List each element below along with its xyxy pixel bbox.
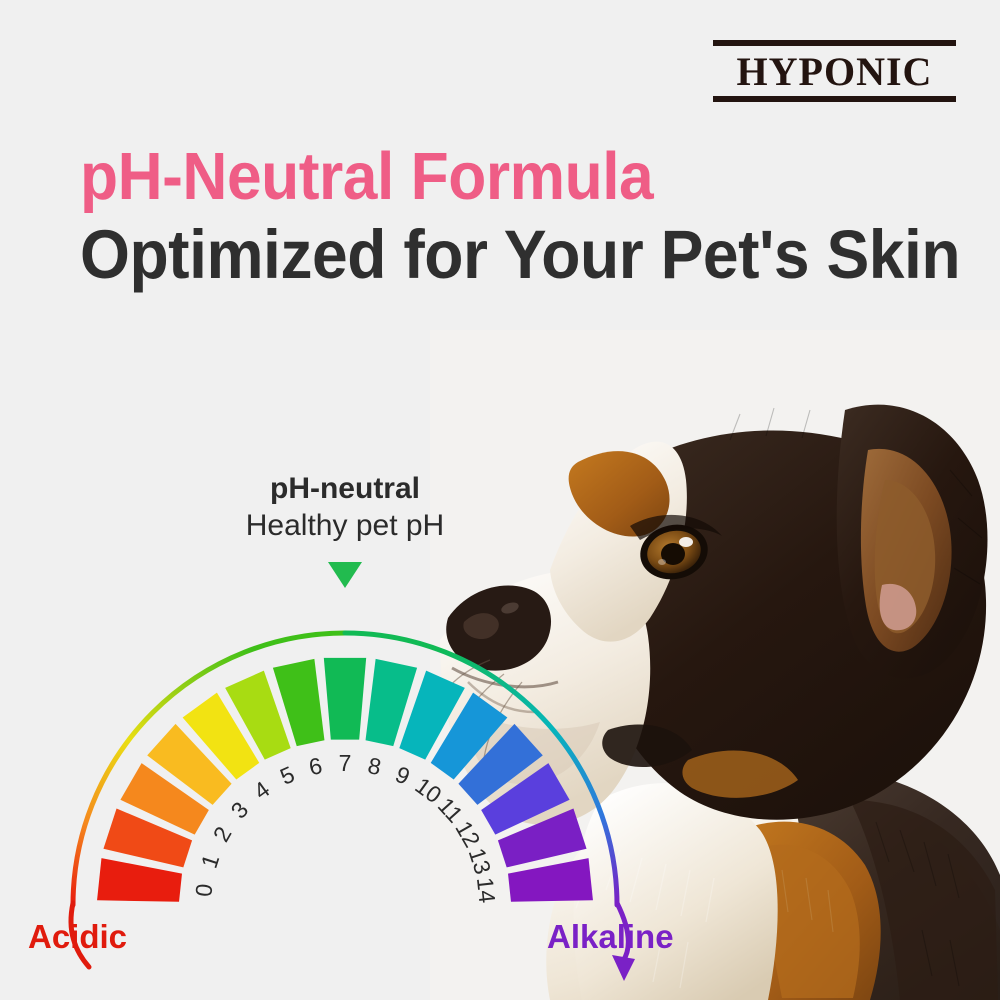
gauge-segment-ph-6 <box>272 658 325 747</box>
tick-label-ph-0: 0 <box>190 882 217 897</box>
tick-label-ph-1: 1 <box>196 851 225 871</box>
gauge-segment-ph-10 <box>430 692 508 780</box>
neutral-marker-triangle-icon <box>328 562 362 588</box>
tick-label-ph-12: 12 <box>450 816 485 851</box>
gauge-segment-ph-9 <box>399 670 465 760</box>
gauge-segment-ph-3 <box>147 723 232 805</box>
logo-rule-bottom <box>713 96 956 102</box>
headline-line-1: pH-Neutral Formula <box>80 139 654 214</box>
gauge-segment-ph-11 <box>458 723 543 805</box>
alkaline-label: Alkaline <box>547 918 674 955</box>
tick-label-ph-7: 7 <box>339 750 352 776</box>
gauge-outer-arcs <box>68 630 635 981</box>
gauge-segment-ph-2 <box>120 763 209 835</box>
ph-scale-gauge: 0 1 2 3 4 5 6 7 8 9 10 11 12 13 14 <box>0 520 720 981</box>
tick-label-ph-8: 8 <box>366 752 384 780</box>
callout-subtitle: Healthy pet pH <box>245 509 445 542</box>
logo-rule-top <box>713 40 956 46</box>
tick-label-ph-4: 4 <box>249 776 275 805</box>
brand-wordmark: HYPONIC <box>736 49 933 94</box>
gauge-segment-ph-7 <box>323 657 367 740</box>
gauge-segment-ph-0 <box>97 858 182 902</box>
headline-line-2: Optimized for Your Pet's Skin <box>80 216 961 293</box>
acidic-label: Acidic <box>28 918 128 955</box>
gauge-segment-ph-8 <box>365 658 418 747</box>
callout-title: pH-neutral <box>270 472 420 505</box>
tick-label-ph-13: 13 <box>464 845 497 877</box>
gauge-segment-ph-1 <box>103 808 193 868</box>
tick-label-ph-14: 14 <box>472 876 501 904</box>
gauge-segment-ph-14 <box>508 858 593 902</box>
ph-neutral-callout: pH-neutral Healthy pet pH <box>200 470 490 544</box>
tick-label-ph-9: 9 <box>392 761 414 790</box>
gauge-arc-alkaline <box>342 630 620 908</box>
gauge-segment-ph-12 <box>481 763 570 835</box>
brand-logo: HYPONIC <box>713 40 956 102</box>
gauge-segments <box>97 657 593 902</box>
tick-label-ph-2: 2 <box>208 822 237 846</box>
headline: pH-Neutral Formula Optimized for Your Pe… <box>80 138 970 294</box>
gauge-arrowhead-alkaline-icon <box>612 955 635 981</box>
tick-label-ph-6: 6 <box>307 752 325 780</box>
gauge-segment-ph-4 <box>182 692 260 780</box>
tick-label-ph-5: 5 <box>276 761 298 790</box>
gauge-tail-acidic <box>68 900 92 970</box>
gauge-arc-acidic <box>70 630 348 908</box>
gauge-segment-ph-5 <box>225 670 291 760</box>
tick-label-ph-3: 3 <box>226 797 254 824</box>
gauge-segment-ph-13 <box>497 808 587 868</box>
